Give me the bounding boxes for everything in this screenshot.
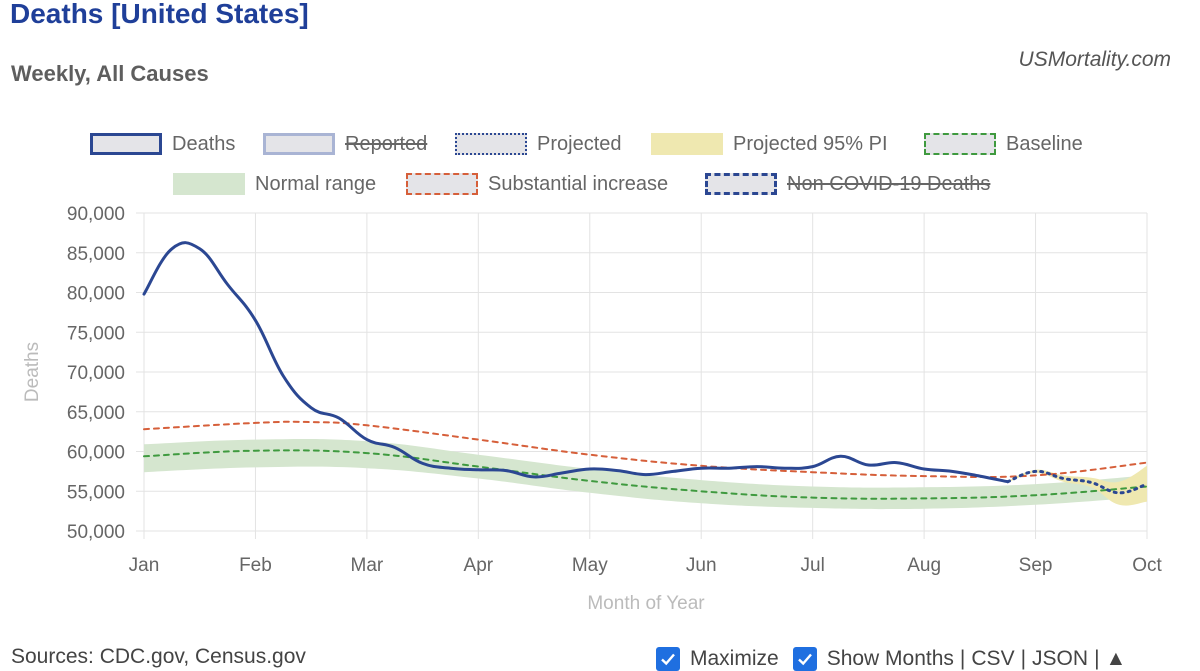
projected-line [1006,469,1149,495]
legend-item-non-covid-deaths[interactable]: Non COVID-19 Deaths [705,170,990,198]
legend-label-projected-pi: Projected 95% PI [733,132,888,155]
sources-text: Sources: CDC.gov, Census.gov [11,645,306,668]
footer-controls: Maximize Show Months | CSV | JSON | ▲ [656,647,1126,671]
x-tick-label: Feb [239,555,272,576]
legend-item-deaths[interactable]: Deaths [90,130,235,158]
csv-link[interactable]: CSV [971,647,1015,670]
check-icon [661,653,675,666]
legend-label-baseline: Baseline [1006,132,1083,155]
y-tick-label: 60,000 [67,443,125,464]
legend-label-deaths: Deaths [172,132,236,155]
legend-item-projected-pi[interactable]: Projected 95% PI [651,130,888,158]
legend-swatch-deaths [90,133,162,155]
x-tick-label: Oct [1132,555,1162,576]
y-tick-label: 70,000 [67,363,125,384]
y-tick-label: 75,000 [67,323,125,344]
y-tick-label: 50,000 [67,522,125,543]
legend-swatch-reported [263,133,335,155]
y-axis-title: Deaths [22,342,43,402]
chart-title: Deaths [United States] [10,0,309,29]
chart-subtitle: Weekly, All Causes [11,61,209,86]
legend-item-normal-range[interactable]: Normal range [173,170,376,198]
legend-label-projected: Projected [537,132,622,155]
projected-pi-band [1007,465,1147,506]
legend-label-substantial-increase: Substantial increase [488,172,669,195]
y-tick-label: 65,000 [67,403,125,424]
chart-plot: 50,000 55,000 60,000 65,000 70,000 75,000 80,0… [22,204,1162,614]
legend-label-reported: Reported [345,132,428,155]
separator: | [959,647,966,670]
y-tick-label: 85,000 [67,244,125,265]
baseline-line [143,449,1148,500]
maximize-checkbox[interactable] [656,647,680,671]
separator: | [1094,647,1100,670]
maximize-label[interactable]: Maximize [690,647,779,670]
legend-item-substantial-increase[interactable]: Substantial increase [406,170,668,198]
x-tick-label: Apr [464,555,494,576]
legend-swatch-projected [455,133,527,155]
legend-swatch-normal-range [173,173,245,195]
legend-label-non-covid-deaths: Non COVID-19 Deaths [787,172,991,195]
x-tick-label: Jul [801,555,825,576]
show-months-label[interactable]: Show Months [826,647,954,670]
up-arrow-icon[interactable]: ▲ [1105,647,1127,670]
x-tick-label: Aug [907,555,941,576]
x-tick-label: Mar [351,555,384,576]
y-tick-label: 90,000 [67,204,125,225]
x-tick-label: Sep [1019,555,1053,576]
deaths-line [142,241,1010,484]
legend-swatch-baseline [924,133,996,155]
show-months-checkbox[interactable] [792,647,817,671]
check-icon [797,653,812,666]
legend-item-reported[interactable]: Reported [263,130,427,158]
json-link[interactable]: JSON [1032,647,1089,670]
legend-swatch-substantial-increase [406,173,478,195]
legend-item-projected[interactable]: Projected [455,130,622,158]
brand-watermark: USMortality.com [1018,48,1171,71]
separator: | [1020,647,1027,670]
y-tick-label: 80,000 [67,284,125,305]
substantial-increase-line [143,420,1148,479]
legend-swatch-projected-pi [651,133,723,155]
legend-swatch-non-covid-deaths [705,173,777,195]
x-axis-title: Month of Year [587,593,705,614]
legend-item-baseline[interactable]: Baseline [924,130,1083,158]
x-tick-label: Jun [686,555,717,576]
legend-label-normal-range: Normal range [255,172,377,195]
x-tick-label: Jan [129,555,160,576]
x-tick-label: May [572,555,608,576]
y-tick-label: 55,000 [67,482,125,503]
